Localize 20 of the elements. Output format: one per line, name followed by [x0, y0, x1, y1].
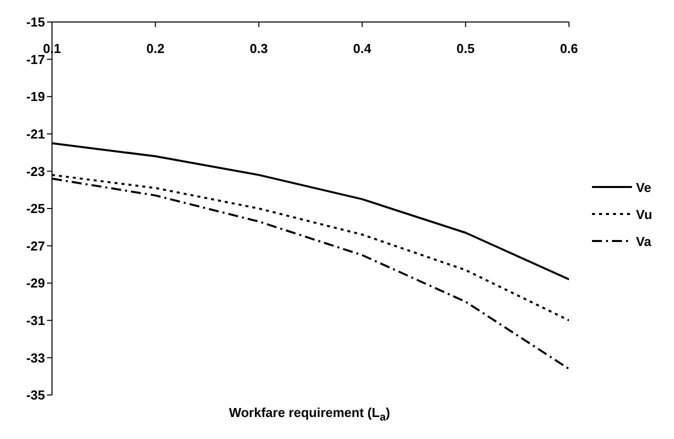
- legend-label: Va: [636, 234, 652, 249]
- y-tick-label: -33: [26, 350, 45, 366]
- y-tick-label: -19: [26, 89, 45, 104]
- y-tick-label: -31: [26, 313, 45, 328]
- y-tick-label: -23: [26, 164, 45, 179]
- x-tick-label: 0.3: [250, 41, 268, 56]
- y-tick-label: -27: [26, 238, 45, 254]
- legend-label: Vu: [636, 207, 652, 222]
- y-tick-label: -25: [26, 201, 45, 216]
- x-axis-title: Workfare requirement (L$_{a}$): [228, 405, 392, 424]
- y-tick-label: -29: [26, 276, 45, 291]
- x-tick-label: 0.5: [456, 41, 475, 56]
- y-tick-label: -17: [26, 52, 45, 67]
- y-tick-label: -15: [26, 14, 45, 30]
- y-tick-label: -35: [26, 388, 45, 403]
- y-tick-label: -21: [26, 126, 45, 142]
- x-tick-label: 0.4: [353, 41, 372, 56]
- legend-label: Ve: [636, 180, 652, 195]
- x-tick-label: 0.2: [146, 41, 164, 56]
- x-tick-label: 0.6: [560, 41, 578, 56]
